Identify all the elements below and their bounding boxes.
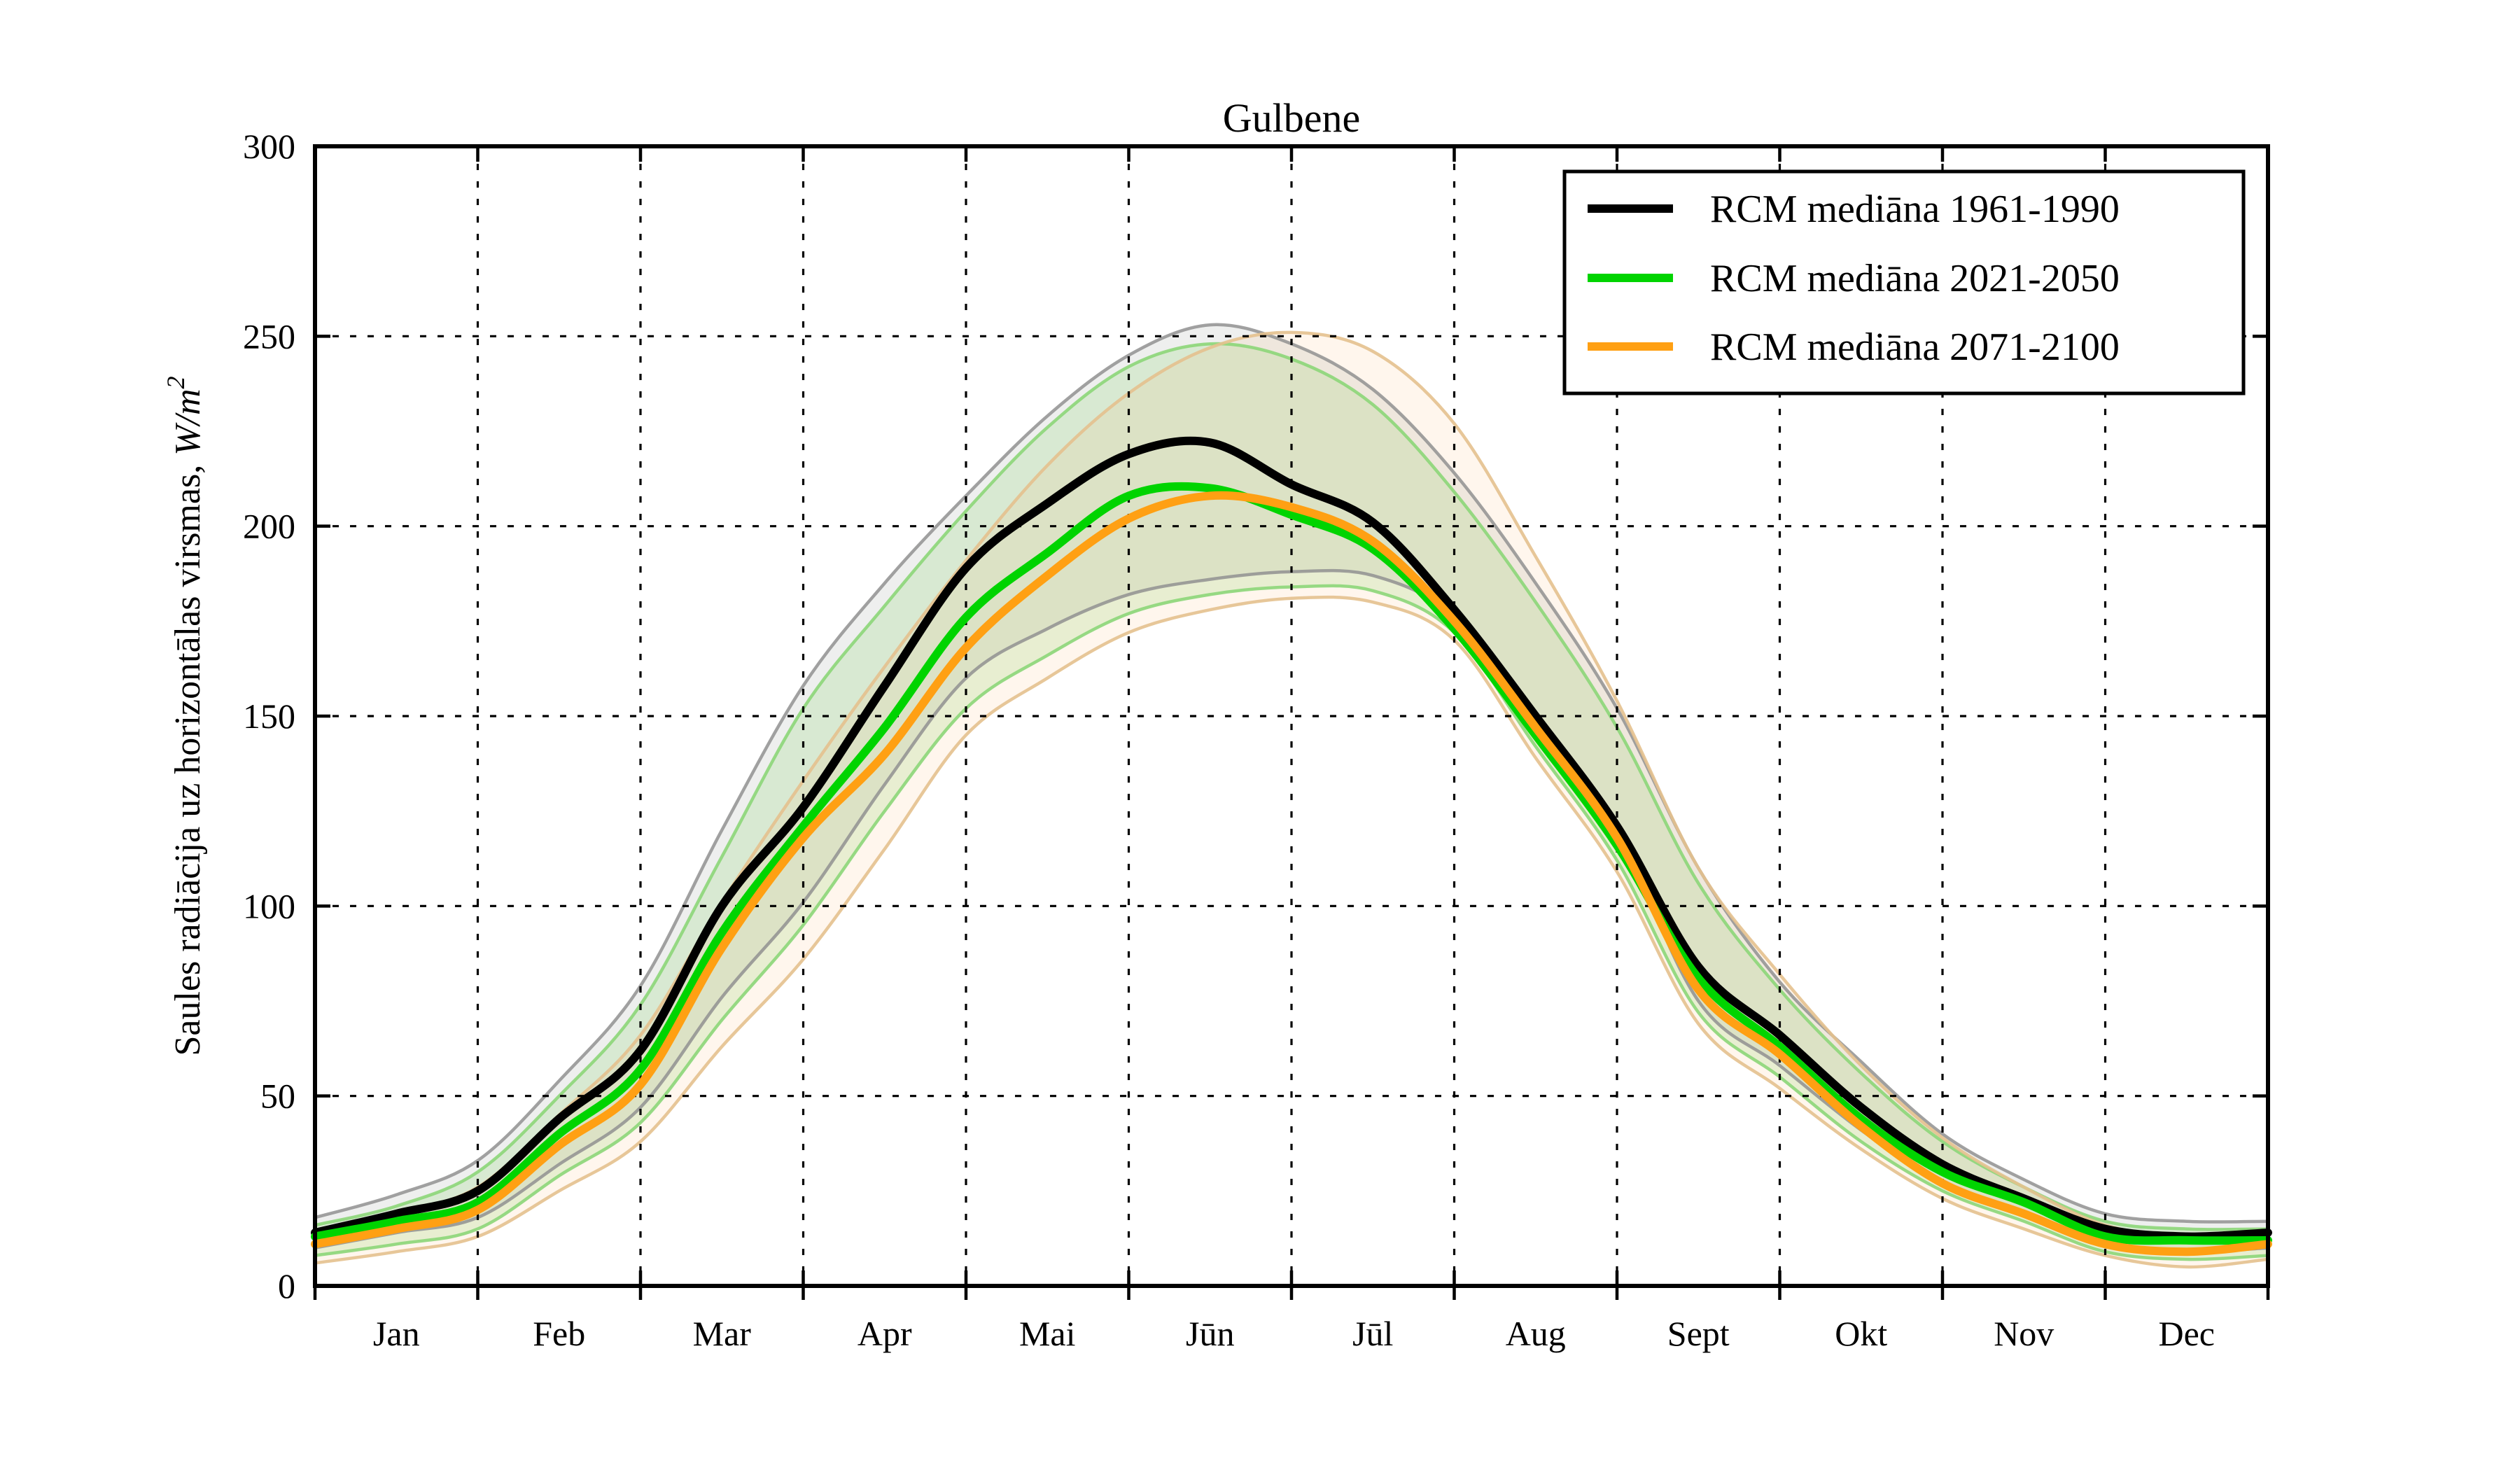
legend-item-0: RCM mediāna 1961-1990 bbox=[1588, 188, 2120, 231]
band-fill-1961-1990 bbox=[315, 324, 2268, 1252]
axis-labels: Gulbene 0 50 100 150 200 250 300 Jan Feb Mar Apr Mai… bbox=[162, 95, 2215, 1353]
x-tick-label: Apr bbox=[858, 1314, 912, 1353]
band-lower-edge-2071-2100 bbox=[314, 595, 2269, 1269]
y-tick-label: 0 bbox=[278, 1266, 295, 1306]
legend-box bbox=[1562, 169, 2246, 396]
x-tick-label: Feb bbox=[533, 1314, 585, 1353]
median-lines bbox=[311, 436, 2272, 1256]
y-tick-label: 200 bbox=[243, 507, 295, 546]
x-tick-label: Sept bbox=[1667, 1314, 1730, 1353]
legend-item-1: RCM mediāna 2021-2050 bbox=[1588, 257, 2120, 300]
band-upper-edge-2071-2100 bbox=[314, 330, 2269, 1239]
median-line-1961-1990 bbox=[311, 436, 2272, 1241]
plot-border bbox=[313, 144, 2270, 1288]
y-tick-label: 150 bbox=[243, 696, 295, 736]
x-tick-label: Nov bbox=[1994, 1314, 2054, 1353]
x-tick-label: Jūl bbox=[1352, 1314, 1393, 1353]
chart-title: Gulbene bbox=[1223, 95, 1361, 141]
y-tick-label: 250 bbox=[243, 316, 295, 356]
x-tick-label: Mai bbox=[1019, 1314, 1076, 1353]
band-lower-edge-2021-2050 bbox=[314, 584, 2269, 1261]
y-tick-label: 100 bbox=[243, 886, 295, 925]
legend-item-2: RCM mediāna 2071-2100 bbox=[1588, 326, 2120, 369]
y-tick-label: 50 bbox=[260, 1077, 295, 1116]
legend-label: RCM mediāna 2021-2050 bbox=[1710, 257, 2120, 300]
x-tick-label: Jūn bbox=[1186, 1314, 1234, 1353]
legend-label: RCM mediāna 2071-2100 bbox=[1710, 326, 2120, 369]
legend-label: RCM mediāna 1961-1990 bbox=[1710, 188, 2120, 231]
median-line-2071-2100 bbox=[311, 491, 2272, 1256]
x-tick-label: Okt bbox=[1835, 1314, 1887, 1353]
x-tick-label: Mar bbox=[693, 1314, 752, 1353]
median-line-2021-2050 bbox=[311, 482, 2272, 1245]
y-axis-title: Saules radiācija uz horizontālas virsmas… bbox=[162, 376, 208, 1056]
legend: RCM mediāna 1961-1990 RCM mediāna 2021-20… bbox=[1562, 169, 2246, 396]
x-tick-label: Jan bbox=[373, 1314, 420, 1353]
y-tick-label: 300 bbox=[243, 127, 295, 166]
band-envelope-lines bbox=[314, 323, 2269, 1269]
x-tick-label: Dec bbox=[2159, 1314, 2216, 1353]
x-tick-label: Aug bbox=[1506, 1314, 1566, 1353]
